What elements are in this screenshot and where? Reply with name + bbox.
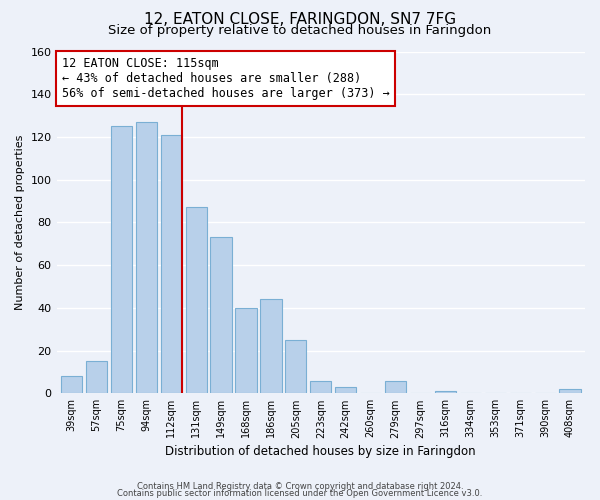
Bar [61,376,82,394]
Bar [235,308,257,394]
Text: Size of property relative to detached houses in Faringdon: Size of property relative to detached ho… [109,24,491,37]
Bar [161,135,182,394]
Text: Contains public sector information licensed under the Open Government Licence v3: Contains public sector information licen… [118,490,482,498]
Text: 12, EATON CLOSE, FARINGDON, SN7 7FG: 12, EATON CLOSE, FARINGDON, SN7 7FG [144,12,456,28]
Text: Contains HM Land Registry data © Crown copyright and database right 2024.: Contains HM Land Registry data © Crown c… [137,482,463,491]
Bar [111,126,132,394]
Bar [385,380,406,394]
Bar [185,208,207,394]
X-axis label: Distribution of detached houses by size in Faringdon: Distribution of detached houses by size … [166,444,476,458]
Bar [86,362,107,394]
Text: 12 EATON CLOSE: 115sqm
← 43% of detached houses are smaller (288)
56% of semi-de: 12 EATON CLOSE: 115sqm ← 43% of detached… [62,56,389,100]
Bar [136,122,157,394]
Y-axis label: Number of detached properties: Number of detached properties [15,134,25,310]
Bar [310,380,331,394]
Bar [285,340,307,394]
Bar [211,238,232,394]
Bar [435,391,456,394]
Bar [335,387,356,394]
Bar [260,300,281,394]
Bar [559,389,581,394]
